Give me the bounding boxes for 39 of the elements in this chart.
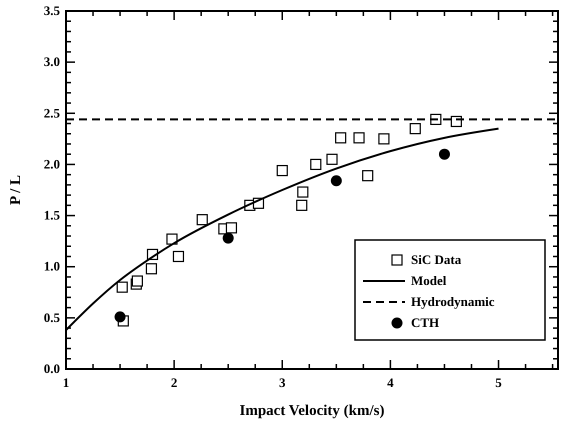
legend-label: Model xyxy=(411,273,447,288)
x-tick-label: 1 xyxy=(62,375,70,390)
point xyxy=(310,158,322,170)
point xyxy=(226,222,238,234)
x-axis-title: Impact Velocity (km/s) xyxy=(240,403,384,419)
point xyxy=(116,282,128,293)
point xyxy=(438,148,450,160)
point xyxy=(410,123,421,134)
point xyxy=(362,170,374,182)
y-tick-label: 2.0 xyxy=(44,156,60,172)
point xyxy=(222,232,234,244)
y-tick-label: 0.5 xyxy=(44,310,60,325)
legend-label: SiC Data xyxy=(411,252,462,267)
point xyxy=(297,186,308,198)
point xyxy=(330,175,342,186)
legend-label: CTH xyxy=(411,315,440,330)
y-tick-label: 2.5 xyxy=(44,105,60,120)
x-tick-label: 3 xyxy=(279,375,286,390)
y-tick-label: 1.5 xyxy=(44,208,60,223)
point xyxy=(114,311,126,322)
point xyxy=(378,133,390,144)
point xyxy=(296,200,308,211)
point xyxy=(146,263,158,274)
point xyxy=(196,214,208,226)
x-tick-label: 2 xyxy=(170,375,178,390)
point xyxy=(353,132,365,144)
point xyxy=(132,275,143,287)
y-axis-title: P / L xyxy=(8,174,24,206)
y-tick-label: 3.0 xyxy=(44,54,60,70)
legend-label: Hydrodynamic xyxy=(411,294,495,309)
point xyxy=(276,164,288,176)
x-tick-label: 4 xyxy=(387,375,394,390)
x-tick-label: 5 xyxy=(495,375,502,390)
y-tick-label: 3.5 xyxy=(44,3,60,18)
y-tick-label: 0.0 xyxy=(44,361,60,376)
point xyxy=(172,250,184,262)
point xyxy=(326,154,338,165)
point xyxy=(335,132,346,144)
y-tick-label: 1.0 xyxy=(44,258,60,274)
